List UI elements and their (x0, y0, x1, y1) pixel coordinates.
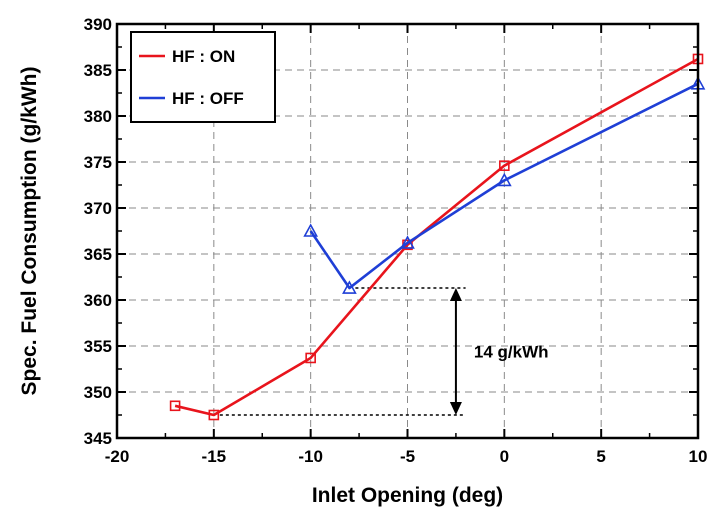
y-tick-label: 350 (84, 383, 112, 402)
y-tick-label: 375 (84, 153, 112, 172)
data-point-square (499, 160, 510, 171)
y-tick-label: 370 (84, 199, 112, 218)
data-point-triangle (342, 280, 357, 294)
data-point-triangle (400, 235, 415, 249)
y-tick-label: 380 (84, 107, 112, 126)
arrowhead-up (449, 288, 462, 302)
plot-frame (115, 22, 700, 440)
x-tick-label: -10 (298, 447, 323, 466)
x-tick-label: -5 (400, 447, 415, 466)
arrowhead-down (449, 402, 462, 415)
legend-box (130, 31, 276, 123)
legend-label: HF : OFF (172, 89, 244, 108)
data-point-square (169, 400, 181, 412)
data-point-triangle (496, 172, 512, 187)
y-tick-label: 390 (84, 15, 112, 34)
data-point-square (305, 352, 316, 364)
x-tick-labels: -20 -15 -10 -5 0 5 10 (105, 447, 707, 466)
x-tick-label: -20 (105, 447, 130, 466)
x-tick-label: 5 (596, 447, 605, 466)
y-tick-label: 355 (84, 337, 112, 356)
y-tick-label: 360 (84, 291, 112, 310)
x-tick-label: -15 (202, 447, 227, 466)
x-tick-label: 0 (500, 447, 509, 466)
dimension-annotation: 14 g/kWh (449, 288, 549, 415)
x-tick-label: 10 (689, 447, 707, 466)
series-line (174, 57, 699, 417)
data-point-square (208, 409, 220, 421)
y-tick-label: 385 (84, 61, 112, 80)
y-axis-title: Spec. Fuel Consumption (g/kWh) (18, 67, 41, 396)
grid-lines (117, 24, 698, 438)
annotation-label: 14 g/kWh (474, 343, 549, 362)
y-tick-label: 365 (84, 245, 112, 264)
x-axis-title: Inlet Opening (deg) (312, 484, 503, 507)
series-line (309, 82, 699, 290)
legend: HF : ON HF : OFF (130, 31, 276, 123)
y-tick-label: 345 (84, 429, 112, 448)
legend-label: HF : ON (172, 47, 235, 66)
data-point-triangle (303, 223, 319, 237)
y-tick-labels: 345 350 355 360 365 370 375 380 385 390 (84, 15, 112, 448)
reference-lines (219, 287, 466, 416)
